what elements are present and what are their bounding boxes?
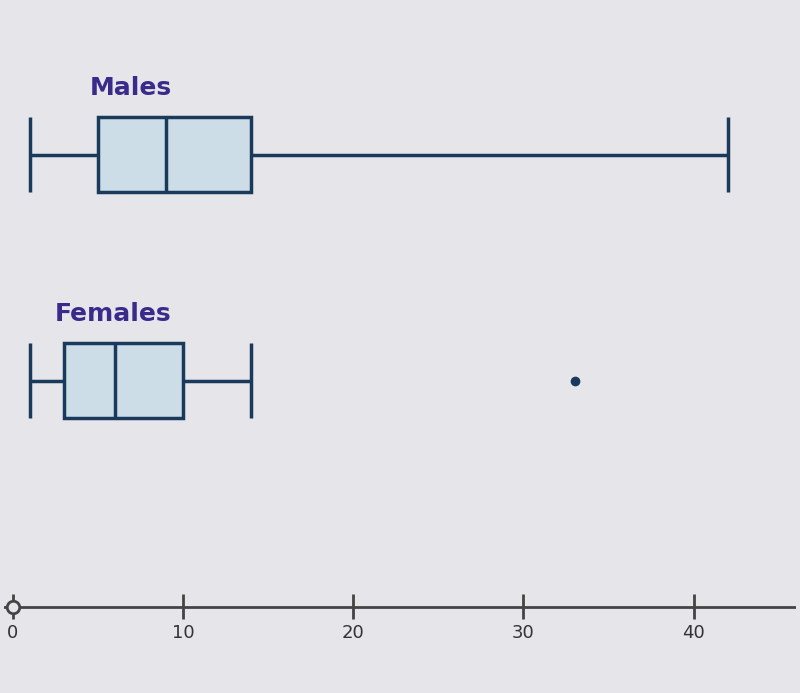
Text: 30: 30	[512, 624, 535, 642]
Text: Females: Females	[55, 302, 172, 326]
Text: 20: 20	[342, 624, 365, 642]
Text: 40: 40	[682, 624, 705, 642]
Text: 10: 10	[172, 624, 194, 642]
Text: 0: 0	[7, 624, 18, 642]
Text: Males: Males	[90, 76, 171, 100]
Bar	[64, 343, 183, 419]
Bar	[98, 117, 251, 193]
